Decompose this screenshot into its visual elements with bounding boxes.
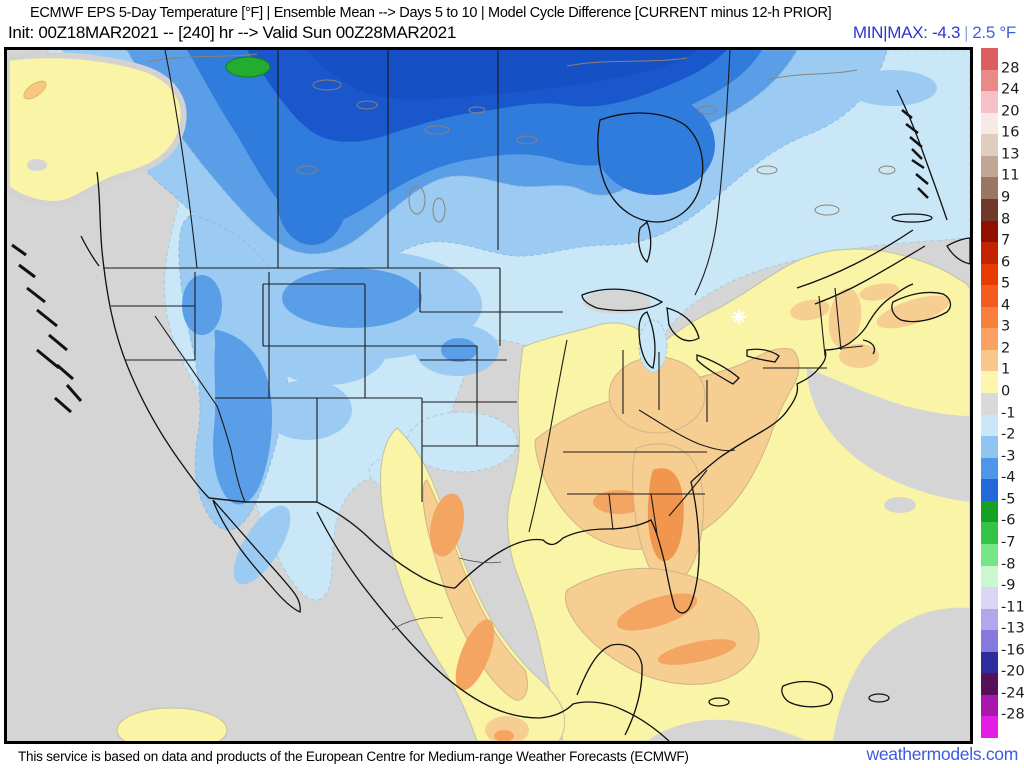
colorbar-segment bbox=[981, 587, 998, 609]
colorbar-segment bbox=[981, 522, 998, 544]
colorbar-tick-label: -9 bbox=[1001, 577, 1016, 594]
attribution-text: This service is based on data and produc… bbox=[18, 749, 689, 764]
colorbar-tick-label: 5 bbox=[1001, 275, 1011, 292]
colorbar-segment bbox=[981, 393, 998, 415]
colorbar-segment bbox=[981, 48, 998, 70]
minmax-min-value: -4.3 bbox=[932, 23, 961, 42]
minmax-readout: MIN|MAX: -4.3 | 2.5 °F bbox=[853, 23, 1016, 43]
colorbar-segment bbox=[981, 608, 998, 631]
shade-alaska-warm bbox=[7, 52, 187, 207]
alaska-fjords bbox=[11, 243, 83, 414]
colorbar-tick-label: -16 bbox=[1001, 642, 1024, 659]
caribbean-gray-pocket bbox=[647, 719, 807, 741]
colorbar-tick-label: 11 bbox=[1001, 168, 1020, 185]
colorbar-segment bbox=[981, 112, 998, 135]
colorbar-segment bbox=[981, 543, 998, 566]
colorbar-segments bbox=[981, 48, 998, 738]
colorbar-segment bbox=[981, 479, 998, 501]
minmax-max-value: 2.5 °F bbox=[972, 23, 1016, 42]
colorbar-tick-label: 20 bbox=[1001, 103, 1020, 120]
colorbar-labels: 28 24 20 16 13 11 9 8 7 6 5 4 3 2 1 0 -1 -2 -3 -4 -5 -6 -7 -8 -9… bbox=[1001, 48, 1024, 738]
colorbar-tick-label: -24 bbox=[1001, 685, 1024, 702]
colorbar-segment bbox=[981, 177, 998, 199]
colorbar-tick-label: 2 bbox=[1001, 340, 1011, 357]
colorbar-tick-label: 9 bbox=[1001, 189, 1011, 206]
colorbar-tick-label: 8 bbox=[1001, 211, 1011, 228]
coldest-anomaly-green-blob bbox=[225, 56, 271, 78]
map-frame bbox=[4, 47, 973, 744]
atlantic-gray-pocket-north bbox=[806, 368, 970, 502]
colorbar-tick-label: -13 bbox=[1001, 620, 1024, 637]
minmax-divider: | bbox=[964, 23, 969, 42]
colorbar-tick-label: 6 bbox=[1001, 254, 1011, 271]
colorbar-tick-label: -2 bbox=[1001, 426, 1016, 443]
weather-map bbox=[7, 50, 970, 741]
colorbar-segment bbox=[981, 500, 998, 523]
colorbar-segment bbox=[981, 263, 998, 286]
brand-watermark: weathermodels.com bbox=[866, 744, 1019, 764]
colorbar-segment bbox=[981, 436, 998, 458]
colorbar-segment bbox=[981, 630, 998, 652]
colorbar-segment bbox=[981, 414, 998, 437]
colorbar-tick-label: -7 bbox=[1001, 534, 1016, 551]
colorbar-segment bbox=[981, 134, 998, 156]
state-borders bbox=[103, 50, 864, 631]
minmax-label: MIN|MAX: bbox=[852, 23, 928, 42]
colorbar-tick-label: 0 bbox=[1001, 383, 1011, 400]
colorbar-tick-label: -28 bbox=[1001, 707, 1024, 724]
colorbar-segment bbox=[981, 349, 998, 372]
colorbar-tick-label: -4 bbox=[1001, 469, 1016, 486]
colorbar-segment bbox=[981, 565, 998, 588]
colorbar-tick-label: 24 bbox=[1001, 81, 1020, 98]
colorbar-segment bbox=[981, 716, 998, 738]
colorbar-segment bbox=[981, 651, 998, 674]
colorbar-segment bbox=[981, 220, 998, 243]
colorbar-segment bbox=[981, 242, 998, 264]
colorbar-segment bbox=[981, 285, 998, 307]
colorbar-segment bbox=[981, 91, 998, 113]
colorbar-tick-label: -5 bbox=[1001, 491, 1016, 508]
colorbar-tick-label: -1 bbox=[1001, 405, 1016, 422]
arctic-lakes-detail bbox=[146, 53, 896, 223]
colorbar-segment bbox=[981, 673, 998, 695]
colorbar-tick-label: -11 bbox=[1001, 599, 1024, 616]
colorbar-tick-label: -6 bbox=[1001, 513, 1016, 530]
colorbar-segment bbox=[981, 155, 998, 178]
colorbar-segment bbox=[981, 694, 998, 717]
init-valid-line: Init: 00Z18MAR2021 -- [240] hr --> Valid… bbox=[8, 23, 456, 42]
colorbar-segment bbox=[981, 371, 998, 393]
colorbar-tick-label: -20 bbox=[1001, 664, 1024, 681]
colorbar-tick-label: -3 bbox=[1001, 448, 1016, 465]
colorbar-tick-label: 7 bbox=[1001, 232, 1011, 249]
colorbar-tick-label: 3 bbox=[1001, 319, 1011, 336]
labrador-coast bbox=[901, 109, 929, 199]
coastlines bbox=[11, 89, 970, 741]
colorbar-tick-label: 13 bbox=[1001, 146, 1020, 163]
colorbar-tick-label: 16 bbox=[1001, 124, 1020, 141]
colorbar-segment bbox=[981, 457, 998, 480]
colorbar-tick-label: 1 bbox=[1001, 362, 1011, 379]
colorbar-segment bbox=[981, 69, 998, 92]
page-title: ECMWF EPS 5-Day Temperature [°F] | Ensem… bbox=[30, 5, 832, 21]
colorbar-tick-label: -8 bbox=[1001, 556, 1016, 573]
colorbar-tick-label: 28 bbox=[1001, 60, 1020, 77]
colorbar-segment bbox=[981, 328, 998, 350]
colorbar-tick-label: 4 bbox=[1001, 297, 1011, 314]
atlantic-gray-pocket-southeast bbox=[833, 607, 970, 741]
station-marker bbox=[732, 310, 746, 324]
colorbar-segment bbox=[981, 306, 998, 329]
colorbar-segment bbox=[981, 198, 998, 221]
